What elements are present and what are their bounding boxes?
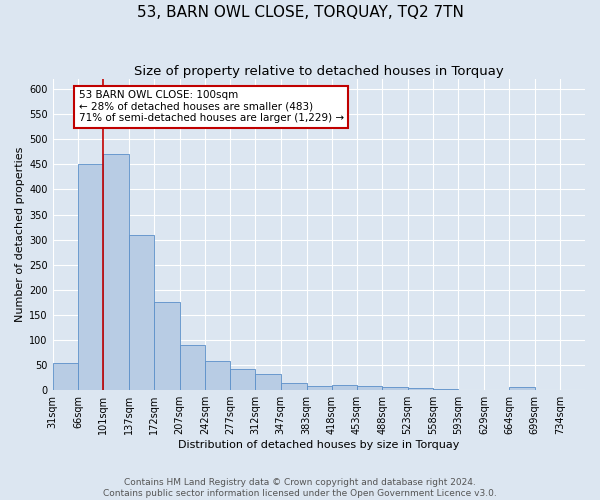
Bar bbox=[509, 387, 535, 390]
Bar bbox=[256, 374, 281, 390]
Bar bbox=[78, 164, 103, 390]
Text: 53, BARN OWL CLOSE, TORQUAY, TQ2 7TN: 53, BARN OWL CLOSE, TORQUAY, TQ2 7TN bbox=[137, 5, 463, 20]
Bar bbox=[357, 386, 382, 390]
Bar bbox=[179, 345, 205, 390]
Bar bbox=[53, 362, 78, 390]
Bar bbox=[307, 386, 332, 390]
Text: Contains HM Land Registry data © Crown copyright and database right 2024.
Contai: Contains HM Land Registry data © Crown c… bbox=[103, 478, 497, 498]
Bar bbox=[230, 369, 256, 390]
Bar bbox=[433, 389, 458, 390]
Text: 53 BARN OWL CLOSE: 100sqm
← 28% of detached houses are smaller (483)
71% of semi: 53 BARN OWL CLOSE: 100sqm ← 28% of detac… bbox=[79, 90, 344, 124]
Bar bbox=[103, 154, 129, 390]
Y-axis label: Number of detached properties: Number of detached properties bbox=[15, 147, 25, 322]
Bar bbox=[154, 302, 179, 390]
Bar bbox=[129, 234, 154, 390]
Bar bbox=[332, 385, 357, 390]
Bar bbox=[281, 382, 307, 390]
X-axis label: Distribution of detached houses by size in Torquay: Distribution of detached houses by size … bbox=[178, 440, 460, 450]
Bar bbox=[205, 362, 230, 390]
Title: Size of property relative to detached houses in Torquay: Size of property relative to detached ho… bbox=[134, 65, 504, 78]
Bar bbox=[382, 386, 407, 390]
Bar bbox=[407, 388, 433, 390]
